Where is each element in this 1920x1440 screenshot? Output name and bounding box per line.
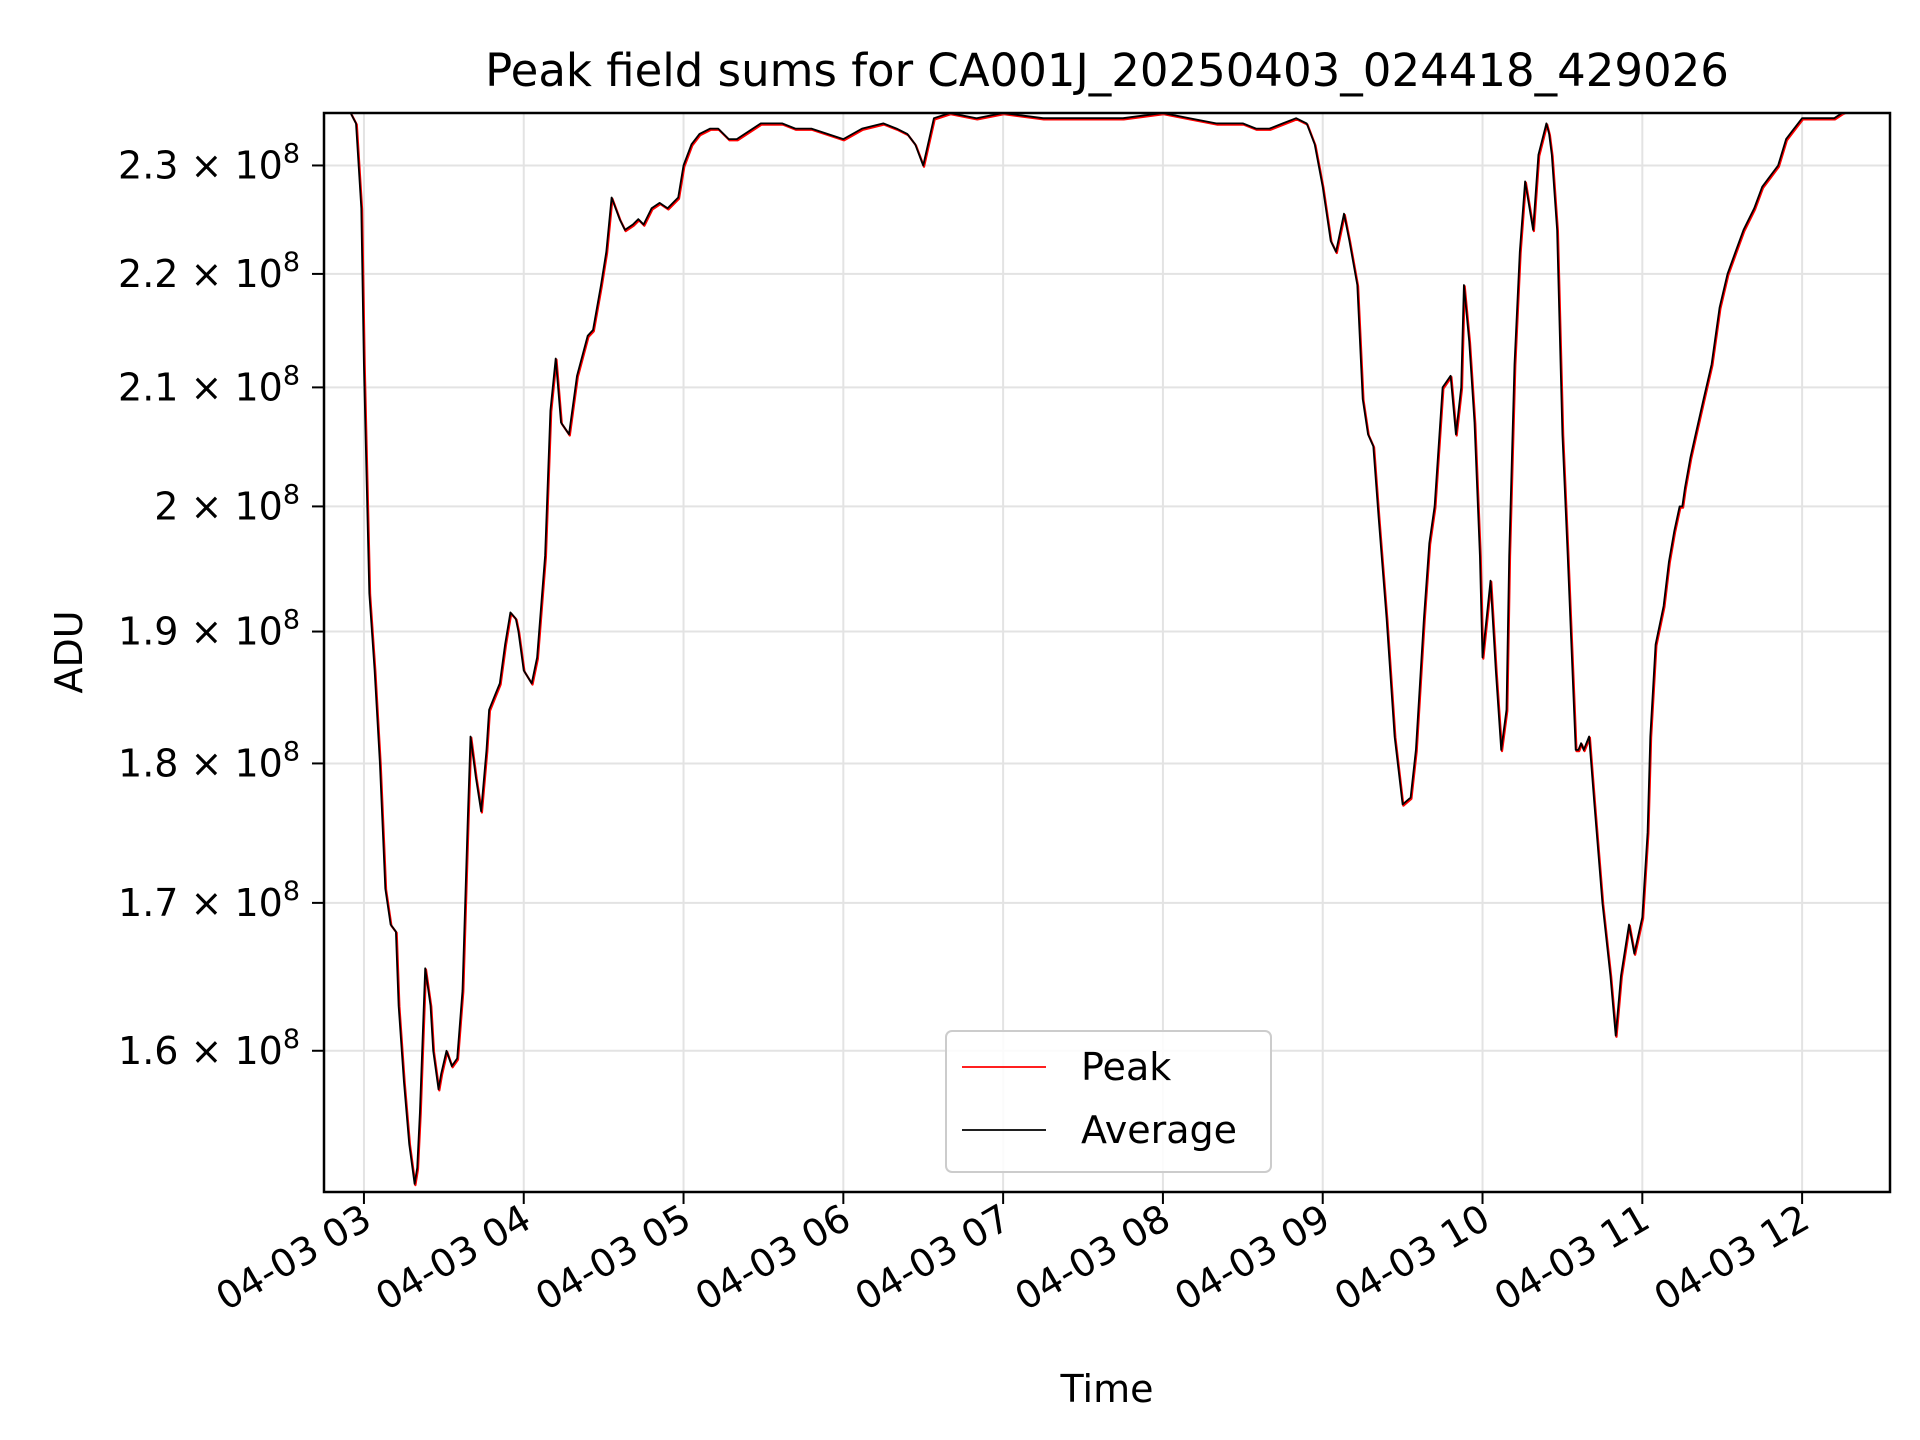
- y-tick-label: 2.2 × 108: [118, 247, 300, 296]
- chart-title: Peak field sums for CA001J_20250403_0244…: [485, 44, 1729, 97]
- plot-frame: [322, 111, 1892, 1194]
- series-line-average: [349, 113, 1845, 1185]
- y-axis: 1.6 × 108 1.7 × 108 1.8 × 108 1.9 × 108 2 × …: [118, 138, 324, 1073]
- y-tick-label: 1.6 × 108: [118, 1024, 300, 1073]
- x-axis-label: Time: [1060, 1367, 1154, 1411]
- y-tick-label: 1.7 × 108: [118, 876, 300, 925]
- series-lines: [349, 113, 1846, 1187]
- y-tick-label: 2.3 × 108: [118, 138, 300, 187]
- legend-label-average: Average: [1081, 1108, 1237, 1152]
- y-tick-label: 1.8 × 108: [118, 736, 300, 785]
- legend-label-peak: Peak: [1081, 1045, 1171, 1089]
- series-line-peak: [350, 114, 1846, 1187]
- legend: Peak Average: [945, 1030, 1272, 1173]
- y-tick-label: 1.9 × 108: [118, 605, 300, 654]
- y-axis-label: ADU: [47, 610, 91, 693]
- y-tick-label: 2.1 × 108: [118, 360, 300, 409]
- y-tick-label: 2 × 108: [154, 479, 300, 528]
